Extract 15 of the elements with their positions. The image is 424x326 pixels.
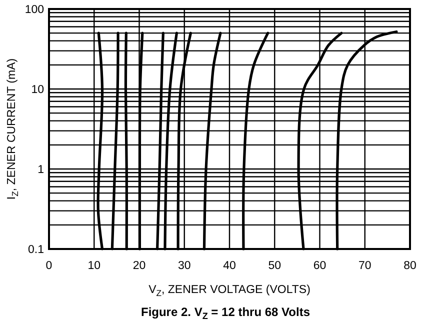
x-tick-label: 80: [404, 260, 416, 272]
x-axis-title: V$_{Z}$, ZENER VOLTAGE (VOLTS): [148, 284, 311, 298]
x-tick-label: 10: [88, 260, 101, 272]
x-tick-label: 50: [268, 260, 282, 272]
x-tick-label: 0: [46, 260, 52, 272]
y-tick-label: 100: [24, 4, 44, 16]
y-tick-label: 0.1: [28, 244, 44, 256]
text: Figure 2. V$_{Z}$ = 12 thru 68 Volts: [140, 305, 310, 321]
x-tick-label: 60: [313, 260, 326, 272]
x-tick-label: 20: [132, 260, 146, 272]
x-tick-label: 40: [223, 260, 236, 272]
x-tick-label: 30: [178, 260, 191, 272]
x-tick-label: 70: [358, 260, 372, 272]
y-tick-label: 10: [31, 84, 44, 96]
y-tick-label: 1: [38, 164, 44, 176]
